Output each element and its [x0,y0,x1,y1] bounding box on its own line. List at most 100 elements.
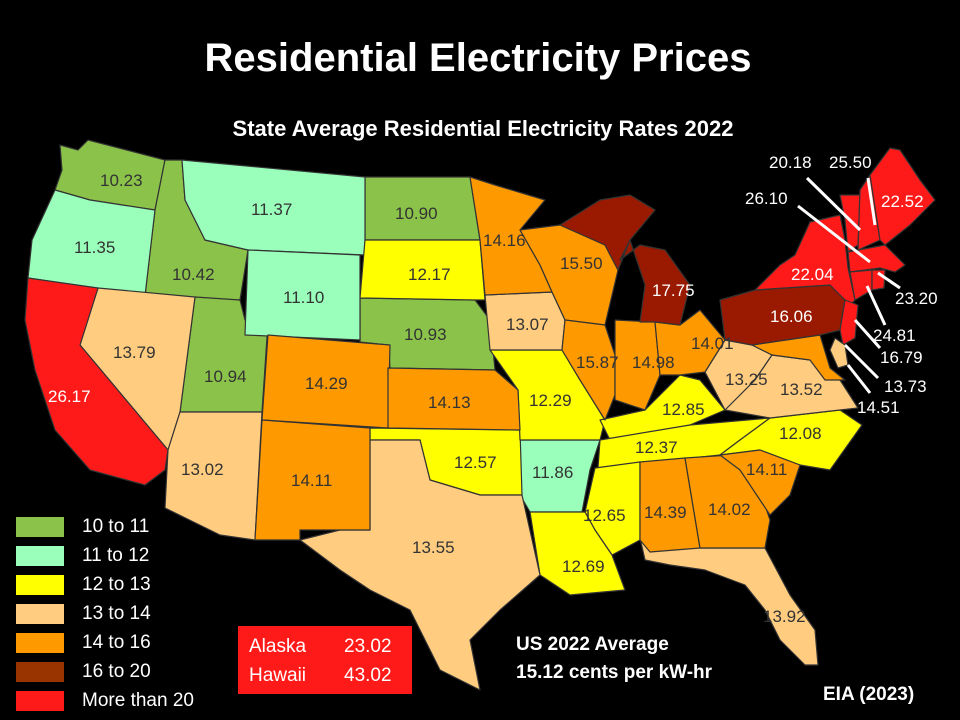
state-la [529,511,626,596]
label-va: 13.52 [780,380,823,399]
label-ar: 11.86 [532,463,573,482]
label-co: 14.29 [305,374,348,393]
legend-item: 16 to 20 [16,657,194,686]
label-ut: 10.94 [204,367,247,386]
label-nj: 16.79 [880,348,923,367]
label-la: 12.69 [562,557,605,576]
leader-lines [797,176,901,394]
label-ia: 13.07 [506,315,549,334]
state-wy [244,249,361,341]
hawaii-value: 43.02 [344,665,392,686]
legend-swatch [16,516,64,537]
state-oh [654,309,726,376]
legend-swatch [16,603,64,624]
state-labels-light: 26.17 17.75 16.06 22.04 22.52 20.18 25.5… [48,153,938,417]
hawaii-row: Hawaii 43.02 [249,665,392,687]
label-me: 22.52 [881,192,924,211]
state-nj [839,299,859,346]
label-wa: 10.23 [100,171,143,190]
label-ms: 12.65 [583,506,626,525]
alaska-value: 23.02 [344,636,392,657]
source-credit: EIA (2023) [823,684,915,705]
label-ct: 24.81 [873,326,916,345]
legend: 10 to 11 11 to 12 12 to 13 13 to 14 14 t… [16,512,194,715]
label-nh: 25.50 [829,153,872,172]
legend-swatch [16,661,64,682]
alaska-row: Alaska 23.02 [249,636,392,658]
label-nd: 10.90 [395,204,438,223]
label-ma: 26.10 [745,189,788,208]
state-ma [847,244,906,273]
label-nc: 12.08 [779,424,822,443]
label-al: 14.39 [644,503,687,522]
label-md: 14.51 [857,398,900,417]
legend-label: 13 to 14 [82,602,151,624]
label-vt: 20.18 [769,153,812,172]
label-nv: 13.79 [113,343,156,362]
legend-label: 10 to 11 [82,515,150,537]
label-il: 15.87 [576,353,619,372]
label-az: 13.02 [181,460,224,479]
us-average-line1: US 2022 Average [516,634,669,655]
label-or: 11.35 [74,238,115,257]
legend-label: 16 to 20 [82,660,151,682]
legend-item: 14 to 16 [16,628,194,657]
state-sc [719,449,801,516]
state-md [751,334,846,381]
label-de: 13.73 [884,377,927,396]
label-ok: 12.57 [454,453,497,472]
label-sd: 12.17 [408,265,451,284]
chart-subtitle: State Average Residential Electricity Ra… [232,116,734,141]
state-nm [254,419,371,541]
label-mn: 14.16 [483,231,526,250]
state-mi [559,194,691,326]
alaska-label: Alaska [249,636,307,657]
label-ri: 23.20 [895,289,938,308]
label-wi: 15.50 [560,254,603,273]
label-in: 14.98 [632,353,675,372]
state-de [829,337,849,369]
alaska-hawaii-box: Alaska 23.02 Hawaii 43.02 [238,626,412,694]
hawaii-label: Hawaii [249,665,307,686]
state-ca [24,277,169,486]
legend-label: More than 20 [82,689,194,711]
state-tx [299,439,541,691]
legend-label: 11 to 12 [82,544,150,566]
label-ca: 26.17 [48,387,91,406]
legend-swatch [16,690,64,711]
legend-label: 14 to 16 [82,631,151,653]
legend-item: 10 to 11 [16,512,194,541]
legend-swatch [16,632,64,653]
label-tx: 13.55 [412,538,455,557]
state-labels: 10.23 11.35 10.42 11.37 11.10 10.90 12.1… [74,171,823,626]
label-pa: 16.06 [770,307,813,326]
legend-item: More than 20 [16,686,194,715]
label-ks: 14.13 [428,393,471,412]
label-wv: 13.25 [725,370,768,389]
label-id: 10.42 [172,265,215,284]
state-me [869,147,936,246]
label-ky: 12.85 [662,400,705,419]
state-ks [387,367,521,431]
label-mi: 17.75 [652,281,695,300]
label-fl: 13.92 [763,607,806,626]
state-fl [639,537,819,666]
us-average-line2: 15.12 cents per kW-hr [516,662,713,683]
legend-label: 12 to 13 [82,573,151,595]
label-tn: 12.37 [635,438,678,457]
label-ga: 14.02 [708,500,751,519]
label-nm: 14.11 [291,471,332,490]
label-mo: 12.29 [529,391,572,410]
legend-swatch [16,545,64,566]
label-ny: 22.04 [791,265,834,284]
state-sd [359,239,486,301]
legend-swatch [16,574,64,595]
state-al [639,457,701,553]
legend-item: 13 to 14 [16,599,194,628]
us-average-note: US 2022 Average 15.12 cents per kW-hr [516,631,712,687]
legend-item: 12 to 13 [16,570,194,599]
label-ne: 10.93 [404,325,447,344]
label-mt: 11.37 [251,200,292,219]
state-ny [754,214,856,311]
